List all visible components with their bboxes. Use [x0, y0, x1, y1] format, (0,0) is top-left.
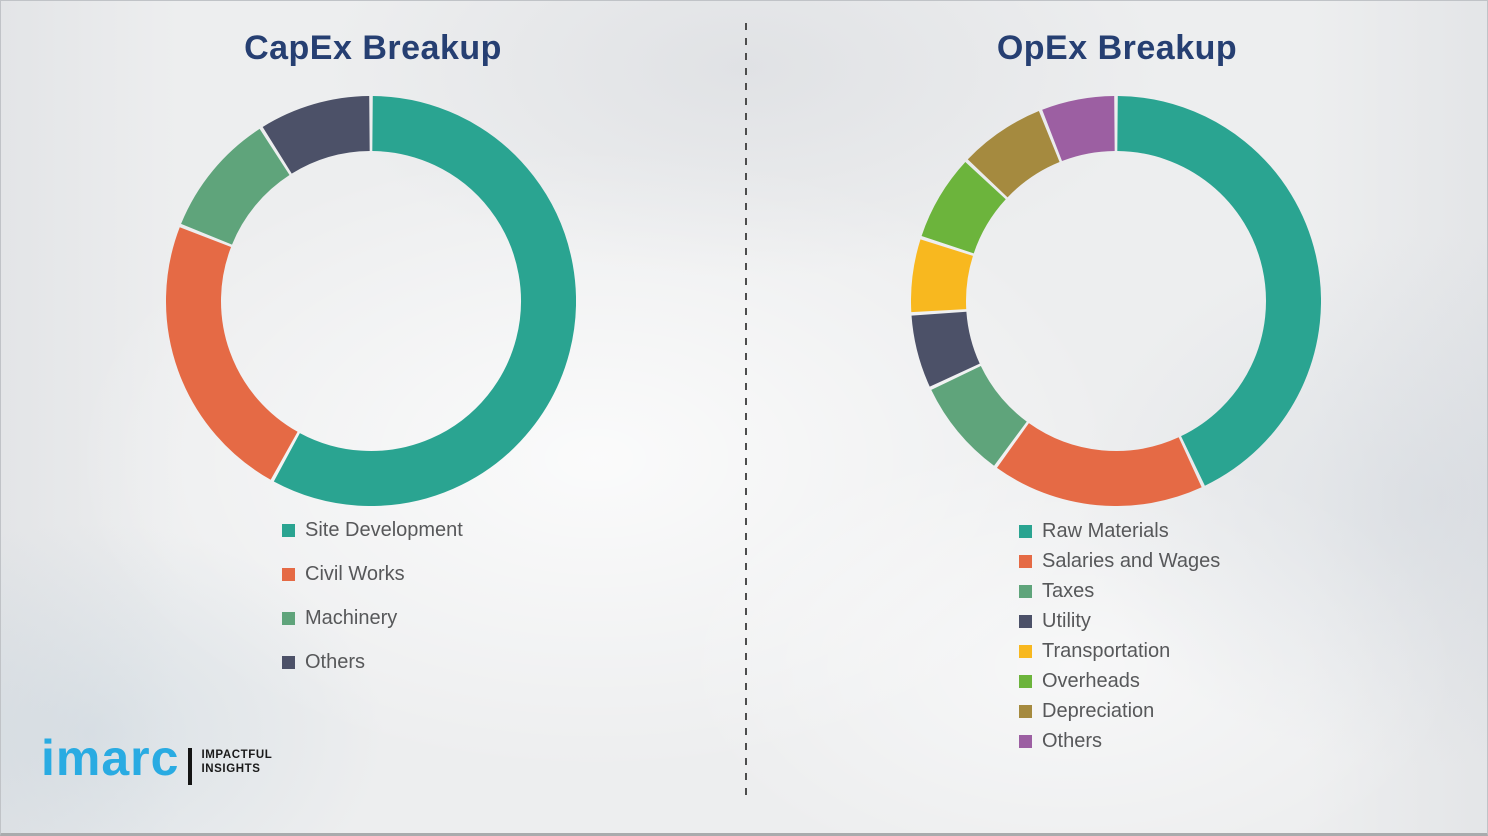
legend-label: Transportation — [1042, 639, 1171, 662]
donut-segment-others — [1042, 96, 1116, 162]
donut-segment-taxes — [931, 365, 1028, 466]
legend-label: Taxes — [1042, 579, 1095, 602]
donut-segment-civil-works — [166, 227, 299, 480]
opex-chart-title: OpEx Breakup — [996, 29, 1238, 67]
legend-swatch — [1019, 734, 1032, 748]
legend-label: Site Development — [305, 518, 463, 541]
imarc-logo-tagline-line1: IMPACTFUL — [201, 749, 273, 761]
opex-legend: Raw Materials Salaries and Wages Taxes Util… — [1019, 519, 1220, 759]
legend-item: Civil Works — [282, 562, 463, 586]
capex-legend: Site Development Civil Works Machinery Othe… — [282, 518, 463, 694]
legend-swatch — [282, 523, 295, 537]
capex-chart-title: CapEx Breakup — [244, 29, 502, 67]
donut-segment-others — [262, 96, 371, 175]
legend-label: Others — [305, 650, 366, 673]
legend-label: Salaries and Wages — [1042, 549, 1221, 572]
imarc-logo-wordmark: imarc — [41, 730, 180, 786]
opex-panel: OpEx Breakup Raw Materials Salaries and W… — [745, 1, 1487, 833]
donut-segment-salaries-and-wages — [996, 422, 1202, 506]
legend-swatch — [282, 611, 295, 625]
legend-item: Overheads — [1019, 669, 1220, 693]
dashed-divider — [745, 23, 747, 795]
donut-segment-utility — [911, 310, 981, 387]
capex-panel: CapEx Breakup Site Development Civil Work… — [1, 1, 745, 833]
imarc-logo-divider-bar — [188, 748, 193, 785]
legend-item: Site Development — [282, 518, 463, 542]
legend-item: Machinery — [282, 606, 463, 630]
legend-item: Depreciation — [1019, 699, 1220, 723]
legend-swatch — [1019, 644, 1032, 658]
legend-item: Salaries and Wages — [1019, 549, 1220, 573]
donut-segment-machinery — [181, 128, 291, 246]
legend-item: Taxes — [1019, 579, 1220, 603]
legend-swatch — [1019, 614, 1032, 628]
legend-label: Civil Works — [305, 562, 405, 585]
donut-segment-transportation — [911, 239, 974, 313]
imarc-logo-tagline: IMPACTFUL INSIGHTS — [201, 748, 272, 777]
legend-swatch — [1019, 524, 1032, 538]
legend-label: Raw Materials — [1042, 519, 1169, 542]
imarc-logo: imarc IMPACTFUL INSIGHTS — [41, 733, 272, 785]
legend-swatch — [1019, 674, 1032, 688]
legend-item: Others — [282, 650, 463, 674]
donut-segment-site-development — [273, 96, 576, 506]
imarc-logo-tagline-line2: INSIGHTS — [201, 763, 261, 776]
legend-item: Transportation — [1019, 639, 1220, 663]
legend-label: Overheads — [1042, 669, 1140, 692]
donut-segment-depreciation — [967, 111, 1061, 198]
legend-item: Others — [1019, 729, 1220, 753]
legend-item: Raw Materials — [1019, 519, 1220, 543]
legend-label: Depreciation — [1042, 699, 1155, 722]
legend-swatch — [1019, 584, 1032, 598]
legend-swatch — [1019, 704, 1032, 718]
opex-donut-chart — [911, 96, 1321, 506]
legend-label: Machinery — [305, 606, 398, 629]
legend-label: Others — [1042, 729, 1103, 752]
legend-swatch — [282, 655, 295, 669]
legend-swatch — [1019, 554, 1032, 568]
donut-segment-overheads — [921, 161, 1007, 255]
legend-label: Utility — [1042, 609, 1091, 632]
capex-donut-chart — [166, 96, 576, 506]
legend-swatch — [282, 567, 295, 581]
donut-segment-raw-materials — [1116, 96, 1321, 486]
legend-item: Utility — [1019, 609, 1220, 633]
